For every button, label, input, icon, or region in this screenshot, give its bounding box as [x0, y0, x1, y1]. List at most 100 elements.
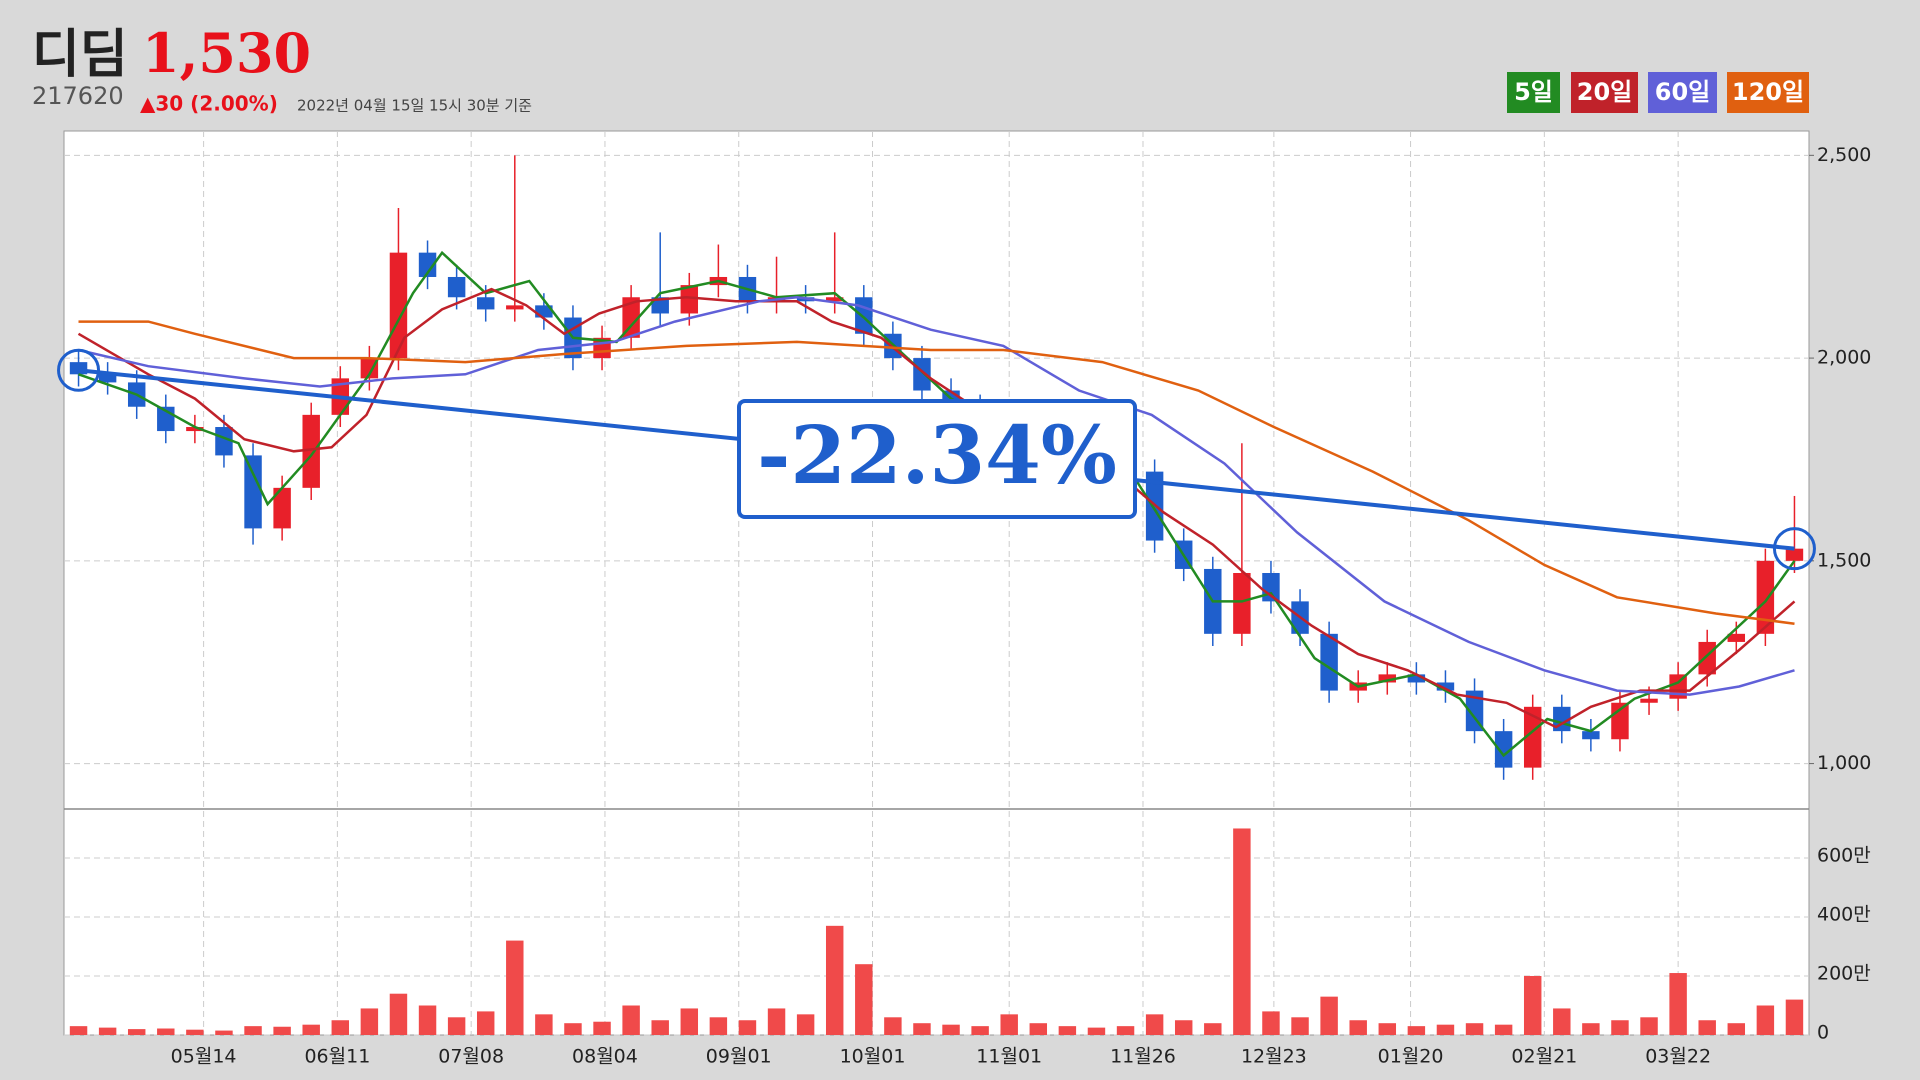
volume-bar [738, 1020, 757, 1035]
candle-body [1523, 706, 1542, 768]
stock-price: 1,530 [142, 21, 311, 85]
volume-tick-label: 600만 [1817, 844, 1871, 866]
volume-bar [1029, 1023, 1048, 1035]
x-tick-label: 07월08 [438, 1046, 504, 1068]
volume-bar [1000, 1014, 1018, 1035]
candle-body [1378, 674, 1397, 683]
volume-bar [709, 1017, 728, 1035]
volume-bar [1233, 828, 1251, 1035]
annotation-label: -22.34% [757, 408, 1117, 502]
volume-bar [1436, 1024, 1455, 1035]
candle-body [186, 427, 204, 432]
y-tick-label: 2,500 [1817, 144, 1871, 166]
volume-bar [476, 1011, 495, 1035]
candle-body [273, 487, 291, 529]
legend-swatch [1507, 72, 1560, 113]
candle-body [447, 276, 466, 298]
x-tick-label: 05월14 [171, 1046, 237, 1068]
candle-body [1436, 682, 1455, 691]
volume-bar [1116, 1026, 1135, 1035]
candle-body [418, 252, 437, 277]
volume-bar [767, 1008, 786, 1035]
volume-tick-label: 200만 [1817, 962, 1871, 984]
volume-bar [215, 1030, 233, 1035]
volume-bar [360, 1008, 379, 1035]
candle-body [360, 358, 379, 379]
y-tick-label: 1,000 [1817, 752, 1871, 774]
volume-bar [680, 1008, 699, 1035]
x-tick-label: 11월26 [1110, 1046, 1176, 1068]
volume-bar [1611, 1020, 1629, 1035]
candle-body [1465, 690, 1484, 732]
ma-line [78, 250, 1796, 758]
x-tick-label: 11월01 [976, 1046, 1042, 1068]
volume-bar [593, 1021, 611, 1035]
volume-bar [98, 1027, 117, 1035]
volume-bar [971, 1026, 989, 1035]
volume-bar [651, 1020, 669, 1035]
legend-label: 120일 [1732, 78, 1804, 106]
volume-bar [1262, 1011, 1280, 1035]
candle-body [651, 297, 669, 314]
volume-bar [913, 1023, 931, 1035]
candle-body [1727, 633, 1746, 642]
candle-body [476, 297, 495, 310]
volume-bar [1320, 996, 1338, 1035]
legend-label: 20일 [1577, 78, 1632, 106]
volume-bar [1494, 1024, 1513, 1035]
trend-start-marker [57, 348, 101, 392]
candle-body [302, 414, 320, 488]
volume-bar [535, 1014, 553, 1035]
volume-bar [1523, 975, 1542, 1035]
volume-bar [1669, 973, 1687, 1035]
volume-bar [564, 1023, 582, 1035]
timestamp: 2022년 04월 15일 15시 30분 기준 [297, 97, 532, 115]
volume-bar [447, 1017, 466, 1035]
volume-bar [244, 1026, 262, 1035]
volume-bar [1291, 1017, 1309, 1035]
legend-label: 5일 [1514, 78, 1553, 106]
volume-bar [622, 1005, 640, 1035]
candle-body [244, 455, 262, 529]
x-tick-label: 06월11 [304, 1046, 370, 1068]
volume-bar [1727, 1023, 1746, 1035]
volume-bar [1349, 1020, 1367, 1035]
candle-body [1407, 674, 1426, 683]
candle-body [1785, 548, 1804, 561]
y-tick-label: 2,000 [1817, 347, 1871, 369]
volume-bar [1785, 999, 1804, 1035]
volume-bar [1756, 1005, 1775, 1035]
candle-body [389, 252, 408, 359]
volume-bar [1407, 1026, 1426, 1035]
candle-body [98, 374, 117, 383]
volume-bar [942, 1024, 960, 1035]
annotation-box [737, 399, 1137, 519]
candle-body [1320, 633, 1338, 691]
volume-bar [1087, 1027, 1106, 1035]
candle-body [1698, 641, 1716, 675]
ma-line [78, 320, 1795, 625]
volume-bar [69, 1026, 88, 1035]
x-tick-label: 01월20 [1378, 1046, 1444, 1068]
stock-name: 디딤 [32, 25, 128, 85]
candle-body [506, 305, 524, 310]
candle-body [680, 285, 699, 314]
candle-body [622, 297, 640, 338]
candle-body [1582, 731, 1600, 740]
volume-bar [1204, 1023, 1222, 1035]
volume-bar [389, 993, 408, 1035]
candle-body [825, 297, 844, 302]
x-tick-label: 09월01 [706, 1046, 772, 1068]
price-change: ▲30 (2.00%) [140, 92, 278, 116]
volume-bar [157, 1028, 175, 1035]
x-tick-label: 02월21 [1511, 1046, 1577, 1068]
ma-line [78, 296, 1795, 696]
volume-bar [127, 1029, 146, 1035]
legend-swatch [1571, 72, 1638, 113]
x-tick-label: 08월04 [572, 1046, 638, 1068]
volume-bar [1378, 1023, 1397, 1035]
y-tick-label: 1,500 [1817, 549, 1871, 571]
volume-bar [1145, 1014, 1164, 1035]
